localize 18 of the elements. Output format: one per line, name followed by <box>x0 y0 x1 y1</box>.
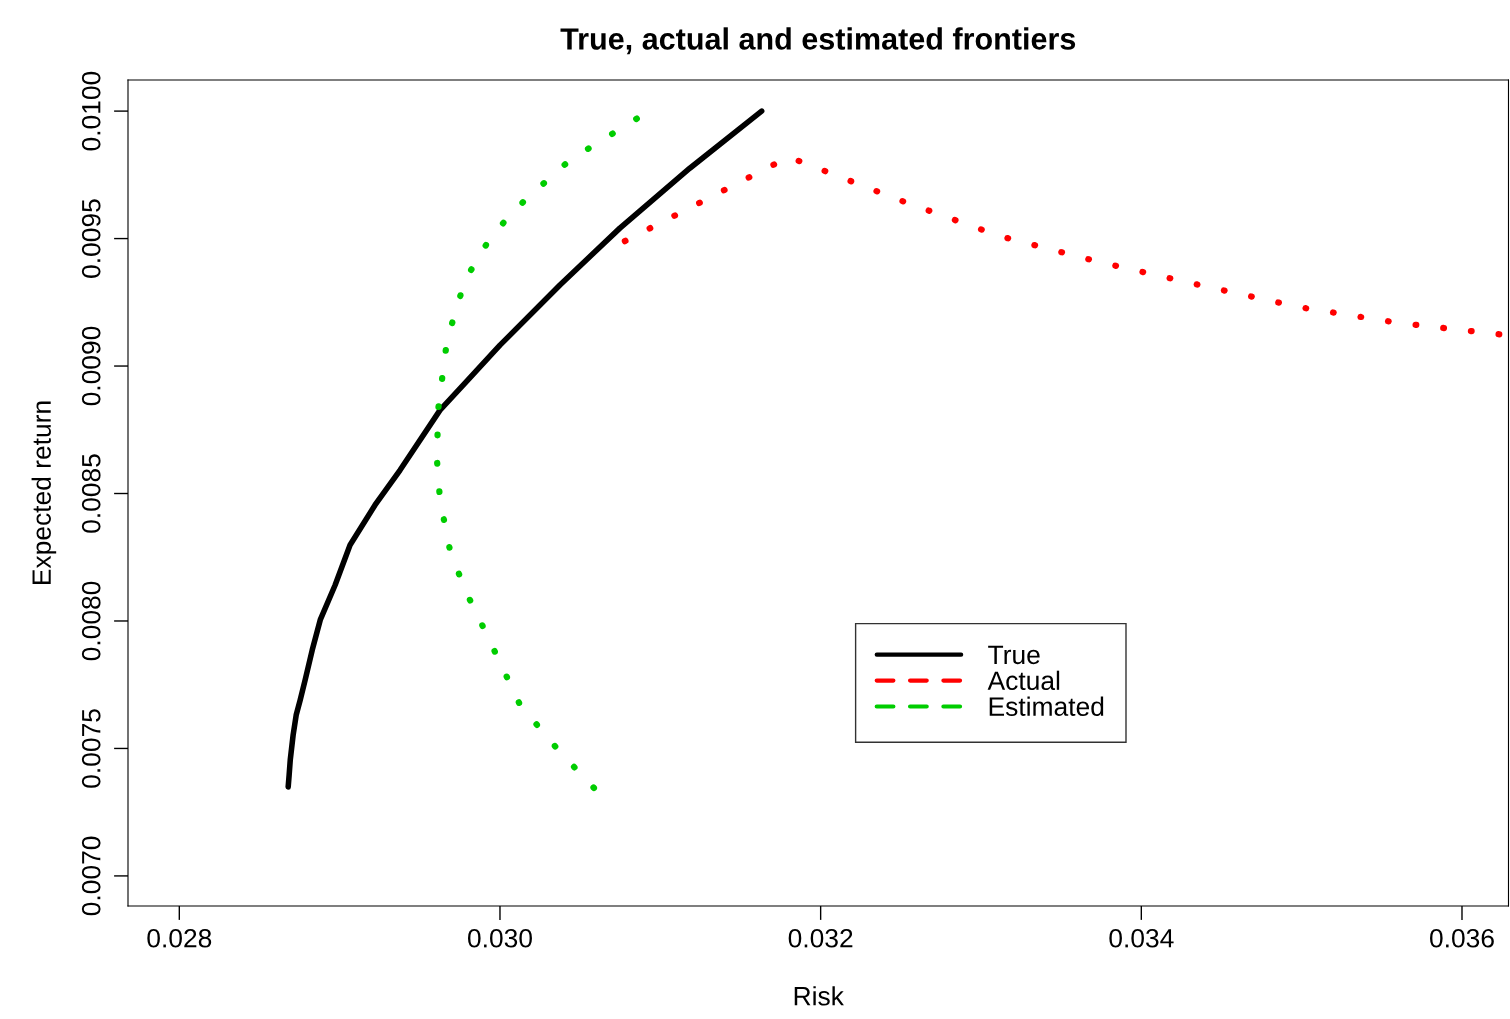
y-tick-label: 0.0085 <box>81 454 101 533</box>
x-tick-label: 0.032 <box>788 928 853 948</box>
x-tick-label: 0.036 <box>1430 928 1494 948</box>
chart-title: True, actual and estimated frontiers <box>560 27 1076 55</box>
x-tick-label: 0.028 <box>147 928 212 948</box>
y-tick-label: 0.0080 <box>81 581 101 661</box>
y-tick-label: 0.0075 <box>81 709 101 788</box>
y-axis-title: Expected return <box>31 401 57 584</box>
y-tick-label: 0.0090 <box>81 326 101 406</box>
y-tick-label: 0.0100 <box>81 71 101 151</box>
y-tick-label: 0.0095 <box>81 199 101 278</box>
x-tick-label: 0.034 <box>1109 928 1174 948</box>
x-tick-label: 0.030 <box>467 928 532 948</box>
x-axis-title: Risk <box>794 986 844 1006</box>
y-tick-label: 0.0070 <box>81 836 101 916</box>
legend-label: Estimated <box>989 696 1104 716</box>
legend-label: Actual <box>987 670 1060 691</box>
legend-label: True <box>988 645 1040 665</box>
